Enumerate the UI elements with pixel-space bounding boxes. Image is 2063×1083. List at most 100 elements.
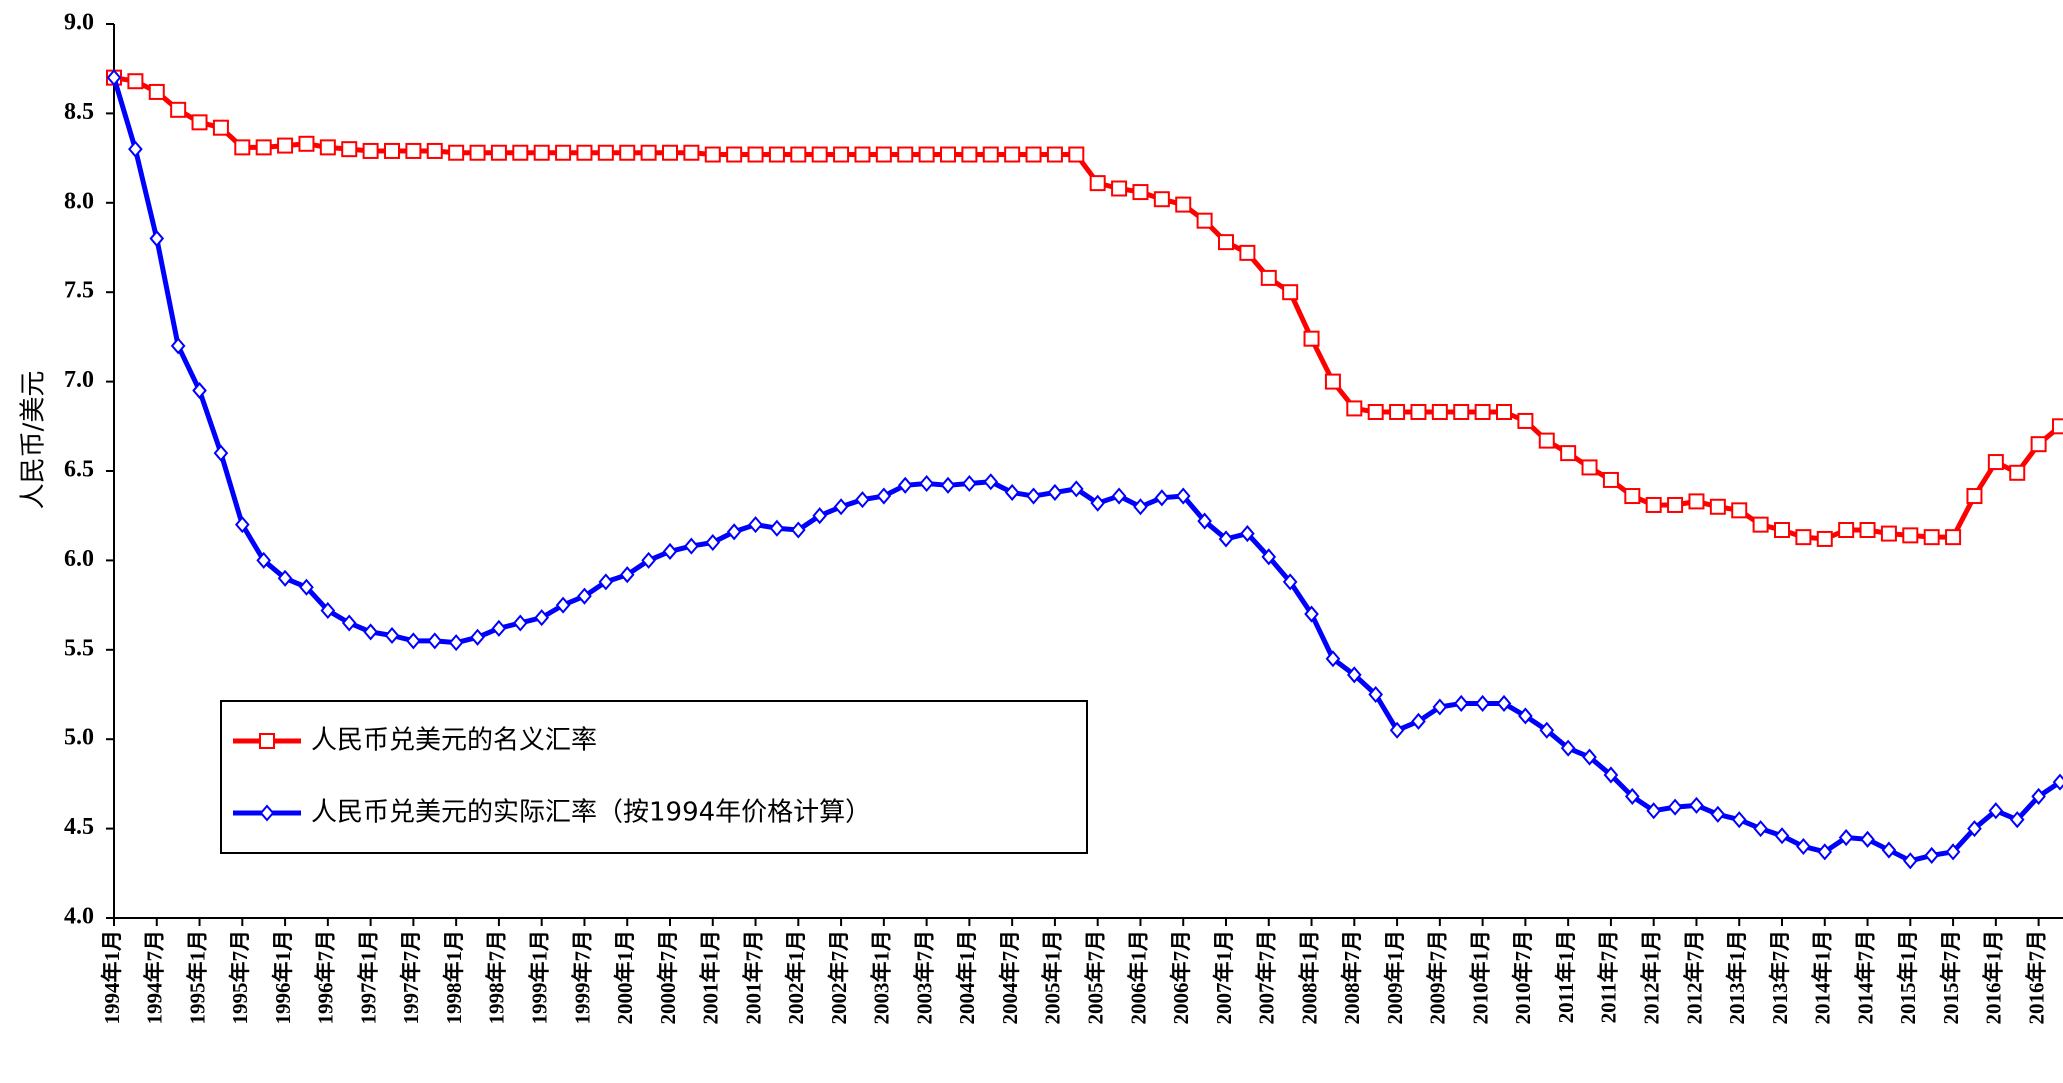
marker bbox=[1153, 191, 1170, 208]
marker bbox=[213, 444, 229, 462]
marker bbox=[897, 476, 913, 494]
marker bbox=[1474, 403, 1491, 420]
marker bbox=[1453, 694, 1469, 712]
marker bbox=[1988, 802, 2004, 820]
marker bbox=[259, 804, 275, 822]
marker bbox=[1431, 403, 1448, 420]
x-tick-label: 1994年7月 bbox=[143, 930, 167, 1025]
marker bbox=[341, 614, 357, 632]
marker bbox=[598, 573, 614, 591]
marker bbox=[106, 69, 122, 87]
x-tick-label: 2001年1月 bbox=[699, 930, 723, 1025]
marker bbox=[790, 521, 806, 539]
marker bbox=[768, 146, 785, 163]
marker bbox=[854, 146, 871, 163]
marker bbox=[811, 146, 828, 163]
marker bbox=[1046, 146, 1063, 163]
marker bbox=[705, 533, 721, 552]
x-tick-label: 2003年1月 bbox=[870, 930, 894, 1025]
marker bbox=[1987, 454, 2004, 471]
marker bbox=[427, 632, 443, 650]
marker bbox=[1175, 196, 1192, 213]
marker bbox=[384, 142, 400, 159]
marker bbox=[790, 146, 807, 163]
x-tick-label: 2006年1月 bbox=[1126, 930, 1150, 1025]
marker bbox=[1539, 721, 1555, 739]
marker bbox=[1004, 483, 1020, 501]
marker bbox=[1667, 798, 1683, 816]
marker bbox=[341, 141, 358, 158]
marker bbox=[299, 578, 314, 596]
marker bbox=[363, 623, 378, 641]
marker bbox=[1796, 837, 1811, 856]
marker bbox=[1860, 830, 1875, 848]
marker bbox=[1026, 487, 1041, 505]
marker bbox=[149, 230, 165, 248]
marker bbox=[876, 487, 892, 505]
marker bbox=[962, 474, 977, 493]
marker bbox=[1945, 529, 1962, 546]
x-tick-label: 2011年1月 bbox=[1554, 930, 1578, 1023]
marker bbox=[1111, 487, 1127, 505]
x-tick-label: 2002年7月 bbox=[827, 930, 851, 1025]
marker bbox=[1132, 184, 1149, 201]
marker bbox=[1795, 529, 1812, 546]
marker bbox=[1817, 843, 1833, 861]
marker bbox=[961, 146, 978, 163]
marker bbox=[1047, 483, 1063, 501]
marker bbox=[1581, 459, 1598, 476]
marker bbox=[1090, 494, 1106, 512]
y-axis-label: 人民币/美元 bbox=[19, 371, 49, 510]
marker bbox=[1838, 522, 1855, 539]
marker bbox=[1025, 146, 1042, 163]
marker bbox=[833, 498, 849, 516]
marker bbox=[1538, 432, 1555, 449]
x-tick-label: 1996年1月 bbox=[271, 930, 295, 1025]
marker bbox=[406, 632, 421, 650]
x-tick-label: 2009年1月 bbox=[1383, 930, 1407, 1025]
x-tick-label: 2000年1月 bbox=[613, 930, 637, 1025]
marker bbox=[1325, 650, 1341, 668]
marker bbox=[1260, 269, 1277, 286]
marker bbox=[983, 473, 999, 491]
marker bbox=[491, 619, 507, 637]
marker bbox=[170, 101, 187, 118]
marker bbox=[577, 587, 592, 605]
marker bbox=[1367, 403, 1384, 420]
marker bbox=[148, 83, 165, 100]
marker bbox=[640, 144, 657, 161]
marker bbox=[426, 142, 443, 159]
x-tick-label: 2014年1月 bbox=[1811, 930, 1835, 1025]
y-tick-label: 9.0 bbox=[64, 10, 94, 36]
marker bbox=[1667, 496, 1684, 513]
x-tick-label: 2016年1月 bbox=[1982, 930, 2006, 1025]
marker bbox=[619, 144, 636, 161]
marker bbox=[747, 146, 764, 163]
marker bbox=[1710, 805, 1726, 823]
x-tick-label: 1999年1月 bbox=[528, 930, 552, 1025]
marker bbox=[1880, 525, 1897, 542]
marker bbox=[1731, 502, 1748, 519]
x-tick-label: 1999年7月 bbox=[570, 930, 594, 1025]
marker bbox=[512, 144, 529, 161]
marker bbox=[384, 626, 400, 645]
marker bbox=[1945, 843, 1961, 861]
x-tick-label: 2008年7月 bbox=[1340, 930, 1364, 1025]
marker bbox=[234, 139, 251, 156]
marker bbox=[897, 146, 914, 163]
marker bbox=[1774, 522, 1790, 539]
x-tick-label: 2004年1月 bbox=[955, 930, 979, 1025]
marker bbox=[1902, 527, 1919, 544]
marker bbox=[940, 146, 956, 163]
x-tick-label: 1996年7月 bbox=[314, 930, 338, 1025]
y-tick-label: 6.5 bbox=[64, 457, 94, 483]
marker bbox=[1496, 694, 1512, 712]
marker bbox=[1068, 480, 1084, 498]
marker bbox=[405, 142, 422, 159]
x-tick-label: 2001年7月 bbox=[741, 930, 765, 1025]
x-tick-label: 2003年7月 bbox=[912, 930, 936, 1025]
marker bbox=[448, 144, 465, 161]
marker bbox=[1389, 721, 1405, 739]
y-tick-label: 4.5 bbox=[64, 814, 94, 840]
marker bbox=[1475, 694, 1490, 712]
